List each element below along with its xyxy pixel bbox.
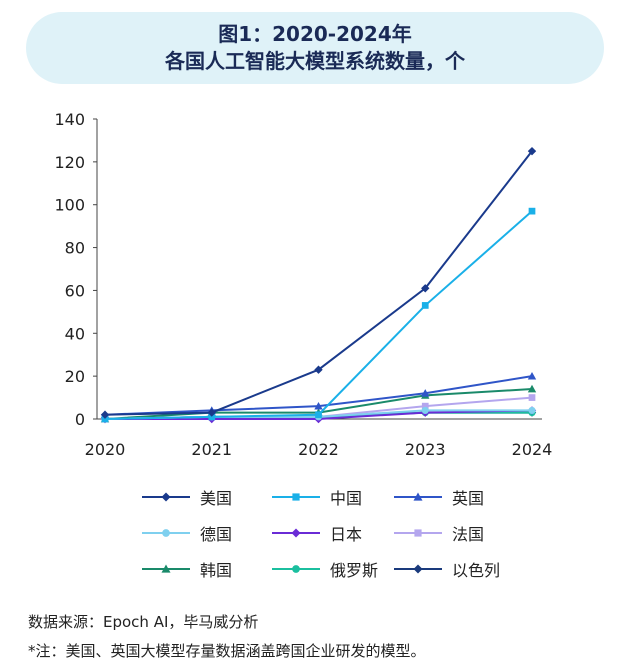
legend-swatch (394, 492, 442, 501)
legend-label: 法国 (452, 525, 485, 544)
legend-item: 中国 (270, 484, 362, 510)
legend-item: 德国 (140, 520, 232, 546)
y-tick-label: 0 (75, 410, 85, 429)
y-tick-label: 20 (65, 367, 85, 386)
legend-item: 日本 (270, 520, 362, 546)
legend-label: 中国 (330, 489, 363, 508)
legend-swatch (142, 564, 190, 573)
series-line (104, 210, 533, 420)
data-point (421, 406, 429, 414)
legend-label: 日本 (330, 525, 363, 544)
data-point (292, 493, 300, 501)
series-1 (101, 207, 536, 423)
data-point (100, 410, 110, 419)
data-point (414, 529, 422, 537)
legend-label: 英国 (452, 489, 485, 508)
series-line (104, 150, 533, 416)
data-point (528, 207, 536, 215)
data-point (527, 384, 537, 393)
legend-swatch (272, 493, 320, 501)
chart-title-line-1: 图1：2020-2024年 (218, 22, 412, 46)
x-tick-label: 2020 (85, 440, 126, 459)
chart-title-banner: 图1：2020-2024年 各国人工智能大模型系统数量，个 (26, 12, 604, 84)
x-tick-label: 2024 (512, 440, 553, 459)
data-point (421, 389, 430, 397)
data-point (421, 284, 430, 293)
y-tick-label: 140 (54, 110, 85, 129)
data-point (314, 365, 323, 374)
legend-swatch (272, 565, 320, 573)
legend-label: 韩国 (200, 561, 233, 580)
legend-swatch (142, 529, 190, 537)
data-point (208, 413, 216, 421)
data-point (162, 529, 170, 537)
data-point (528, 406, 536, 414)
data-point (207, 408, 216, 417)
data-point (292, 565, 300, 573)
data-point (101, 415, 109, 423)
data-point (528, 394, 536, 401)
data-point (413, 564, 423, 574)
footnote: *注：美国、英国大模型存量数据涵盖跨国企业研发的模型。 (28, 642, 426, 660)
legend-swatch (394, 564, 442, 574)
data-point (161, 564, 171, 573)
legend-item: 英国 (392, 484, 484, 510)
data-point (421, 302, 429, 309)
legend-item: 韩国 (140, 556, 232, 582)
y-tick-label: 100 (54, 196, 85, 215)
data-point (527, 146, 537, 156)
chart-title-line-2: 各国人工智能大模型系统数量，个 (165, 49, 465, 73)
data-point (161, 492, 171, 502)
chart-legend: 美国 中国 英国德国 日本 法国韩国 俄罗斯 以色列 (140, 484, 560, 594)
y-tick-label: 120 (54, 153, 85, 172)
line-chart: 0 20 40 60 80 100 120 140 2020 2021 2022 2023 2024 (54, 110, 553, 459)
y-tick-label: 60 (65, 281, 85, 300)
legend-label: 美国 (200, 489, 233, 508)
legend-item: 以色列 (392, 556, 500, 582)
legend-swatch (394, 529, 442, 537)
x-tick-label: 2023 (405, 440, 446, 459)
y-tick-label: 40 (65, 324, 85, 343)
data-point (291, 528, 301, 538)
data-point (314, 401, 323, 410)
series-0 (100, 146, 537, 419)
legend-label: 俄罗斯 (330, 561, 379, 580)
data-point (315, 411, 322, 419)
data-point (413, 492, 423, 501)
data-point (421, 402, 429, 410)
x-tick-label: 2021 (191, 440, 232, 459)
legend-item: 法国 (392, 520, 484, 546)
legend-swatch (142, 492, 190, 502)
data-point (527, 371, 537, 380)
legend-item: 俄罗斯 (270, 556, 378, 582)
data-source-note: 数据来源：Epoch AI，毕马威分析 (28, 613, 259, 631)
legend-swatch (272, 528, 320, 538)
legend-label: 德国 (200, 525, 233, 544)
legend-item: 美国 (140, 484, 232, 510)
x-tick-label: 2022 (298, 440, 339, 459)
legend-label: 以色列 (452, 561, 501, 580)
y-tick-label: 80 (65, 239, 85, 258)
